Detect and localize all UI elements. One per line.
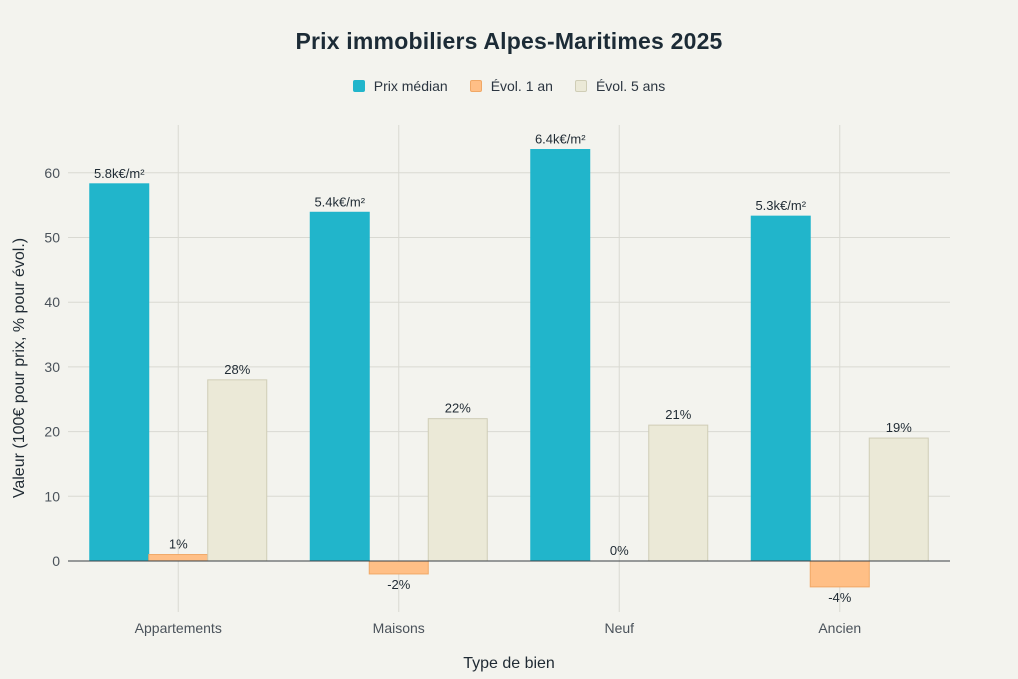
y-tick-label: 40 xyxy=(44,294,60,310)
data-label: -2% xyxy=(387,577,411,592)
legend-swatch-evol-5-ans xyxy=(574,80,587,92)
data-label: 5.8k€/m² xyxy=(94,166,145,181)
x-tick-label: Ancien xyxy=(818,620,861,636)
legend-item-evol-1-an[interactable]: Évol. 1 an xyxy=(469,78,553,94)
bar-prix-median[interactable] xyxy=(89,183,150,562)
y-tick-label: 20 xyxy=(44,424,60,440)
legend-swatch-evol-1-an xyxy=(469,80,482,92)
data-label: 1% xyxy=(169,537,188,552)
data-label: -4% xyxy=(828,590,852,605)
data-label: 21% xyxy=(665,407,691,422)
data-label: 5.4k€/m² xyxy=(314,194,365,209)
bar-prix-median[interactable] xyxy=(530,149,591,562)
data-label: 22% xyxy=(445,401,471,416)
bar-evol-1-an[interactable] xyxy=(809,560,870,588)
chart-title: Prix immobiliers Alpes-Maritimes 2025 xyxy=(295,28,723,54)
y-tick-label: 0 xyxy=(52,553,60,569)
bar-evol-5-ans[interactable] xyxy=(207,379,268,562)
legend-label-evol-5-ans: Évol. 5 ans xyxy=(595,78,666,94)
legend-item-evol-5-ans[interactable]: Évol. 5 ans xyxy=(574,78,666,94)
y-tick-label: 30 xyxy=(44,359,60,375)
legend-item-prix-median[interactable]: Prix médian xyxy=(352,78,448,94)
x-axis-title: Type de bien xyxy=(463,655,555,672)
data-label: 28% xyxy=(224,362,250,377)
bar-prix-median[interactable] xyxy=(309,211,370,562)
bar-evol-5-ans[interactable] xyxy=(648,424,709,562)
grid-lines xyxy=(68,125,950,612)
bars xyxy=(89,149,929,588)
data-label: 6.4k€/m² xyxy=(535,132,586,147)
data-label: 0% xyxy=(610,543,629,558)
legend-label-evol-1-an: Évol. 1 an xyxy=(490,78,553,94)
bar-prix-median[interactable] xyxy=(750,215,811,562)
x-tick-label: Appartements xyxy=(135,620,222,636)
axes: 0 10 20 30 40 50 60 Appartements Maisons Neuf Anci… xyxy=(44,165,950,636)
bar-evol-1-an[interactable] xyxy=(368,560,429,575)
bar-evol-1-an[interactable] xyxy=(148,554,209,562)
data-label: 19% xyxy=(886,420,912,435)
x-tick-label: Neuf xyxy=(604,620,634,636)
legend: Prix médian Évol. 1 an Évol. 5 ans xyxy=(0,78,1018,94)
data-label: 5.3k€/m² xyxy=(755,198,806,213)
y-tick-label: 50 xyxy=(44,230,60,246)
y-tick-label: 60 xyxy=(44,165,60,181)
data-labels: 5.8k€/m² 1% 28% 5.4k€/m² -2% 22% 6.4k€/m² 0% 21%… xyxy=(94,132,912,605)
y-axis-title: Valeur (100€ pour prix, % pour évol.) xyxy=(11,238,28,498)
legend-label-prix-median: Prix médian xyxy=(373,78,448,94)
legend-swatch-prix-median xyxy=(352,80,365,92)
x-tick-label: Maisons xyxy=(373,620,425,636)
bar-evol-5-ans[interactable] xyxy=(427,418,488,562)
bar-evol-5-ans[interactable] xyxy=(868,437,929,562)
y-tick-label: 10 xyxy=(44,488,60,504)
